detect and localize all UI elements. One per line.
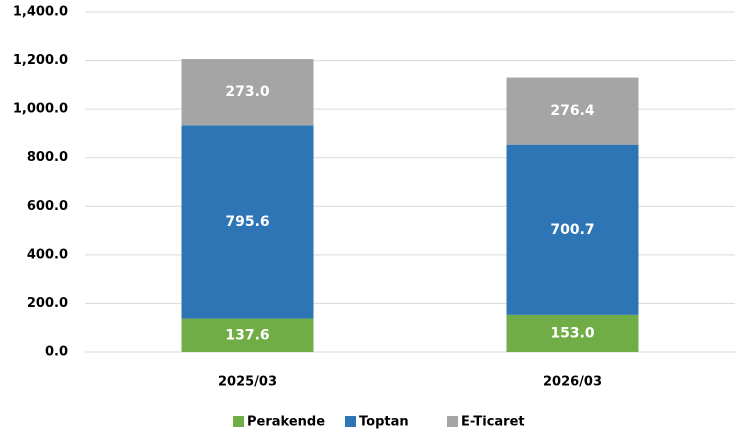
bar-segment (506, 144, 639, 315)
legend-label: Toptan (359, 415, 409, 430)
legend-swatch (233, 416, 244, 427)
value-label: 137.6 (225, 327, 269, 343)
y-tick-label: 400.0 (27, 247, 68, 262)
legend-swatch (345, 416, 356, 427)
legend-label: Perakende (247, 415, 325, 430)
y-tick-label: 1,400.0 (13, 5, 68, 20)
x-tick-label: 2025/03 (218, 375, 277, 390)
value-label: 273.0 (225, 84, 270, 100)
y-tick-label: 800.0 (27, 150, 68, 165)
y-tick-label: 1,200.0 (13, 53, 68, 68)
bar-segment (181, 59, 314, 126)
legend-swatch (447, 416, 458, 427)
value-label: 153.0 (550, 325, 595, 341)
y-tick-label: 1,000.0 (13, 102, 68, 117)
y-tick-label: 0.0 (45, 345, 68, 360)
x-tick-label: 2026/03 (543, 375, 602, 390)
value-label: 795.6 (225, 214, 269, 230)
bar-segment (506, 77, 639, 145)
bar-segment (506, 314, 639, 352)
value-label: 700.7 (550, 222, 594, 238)
bar-segment (181, 125, 314, 319)
y-tick-label: 600.0 (27, 199, 68, 214)
value-label: 276.4 (550, 103, 595, 119)
bar-segment (181, 318, 314, 352)
legend-label: E-Ticaret (461, 415, 525, 430)
y-tick-label: 200.0 (27, 296, 68, 311)
